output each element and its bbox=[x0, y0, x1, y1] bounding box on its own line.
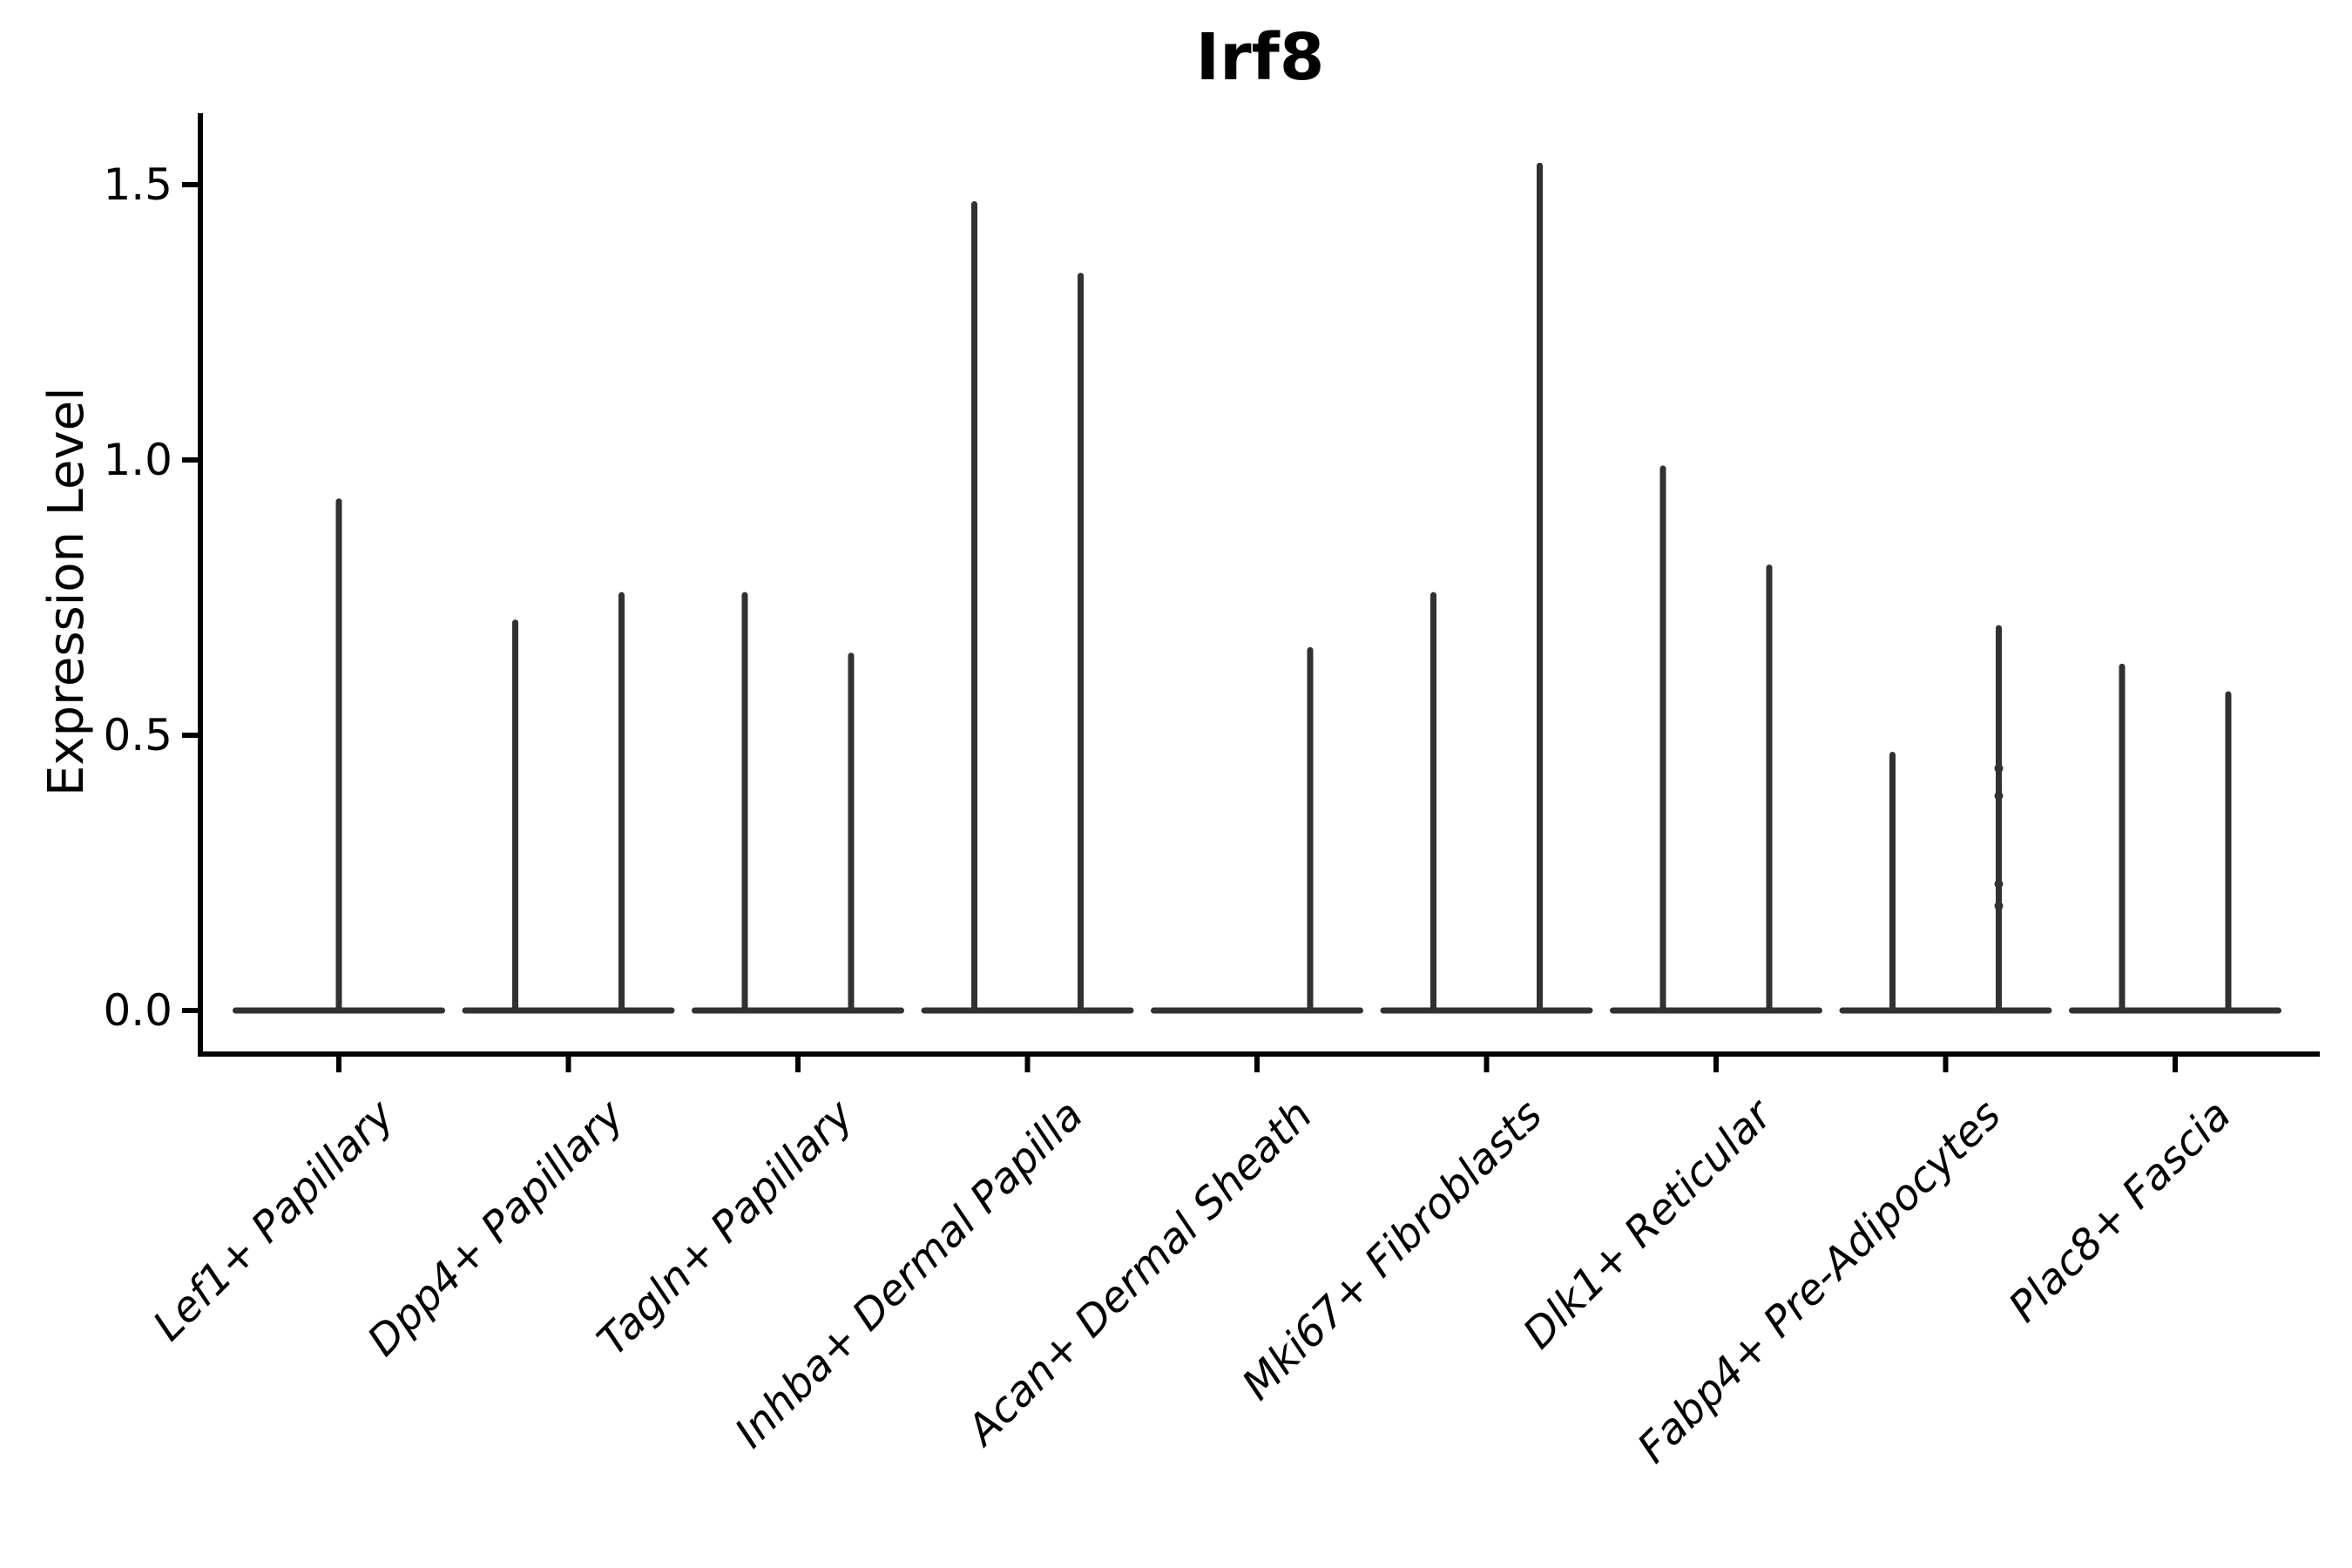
violin-spike bbox=[1430, 591, 1436, 1014]
y-tick-label: 1.5 bbox=[103, 159, 172, 210]
violin-point bbox=[1994, 879, 2004, 889]
violin-spike bbox=[1307, 646, 1314, 1014]
violin-spike bbox=[512, 619, 518, 1014]
violin-spike bbox=[1996, 625, 2002, 1014]
plot-title: Irf8 bbox=[1195, 20, 1325, 95]
violin-spike bbox=[1766, 564, 1773, 1014]
x-tick-mark bbox=[565, 1057, 571, 1072]
violin-baseline bbox=[921, 1007, 1134, 1014]
violin-baseline bbox=[1610, 1007, 1822, 1014]
x-tick-mark bbox=[336, 1057, 341, 1072]
violin-baseline bbox=[2069, 1007, 2281, 1014]
violin-spike bbox=[1537, 162, 1543, 1014]
violin-point bbox=[1994, 763, 2004, 773]
y-tick-label: 1.0 bbox=[103, 435, 172, 485]
x-axis-spine bbox=[198, 1051, 2320, 1057]
violin-spike bbox=[1078, 273, 1084, 1014]
x-tick-mark bbox=[1713, 1057, 1719, 1072]
violin-spike bbox=[618, 591, 625, 1014]
violin-spike bbox=[335, 498, 342, 1014]
y-tick-mark bbox=[182, 457, 198, 463]
violin-baseline bbox=[692, 1007, 904, 1014]
violin-spike bbox=[2119, 663, 2126, 1014]
violin-spike bbox=[1659, 465, 1666, 1014]
violin-point bbox=[1994, 791, 2004, 801]
violin-baseline bbox=[1839, 1007, 2052, 1014]
y-tick-label: 0.0 bbox=[103, 985, 172, 1036]
violin-baseline bbox=[1380, 1007, 1593, 1014]
violin-spike bbox=[848, 652, 855, 1014]
violin-spike bbox=[971, 200, 977, 1014]
x-tick-mark bbox=[795, 1057, 801, 1072]
violin-baseline bbox=[1151, 1007, 1363, 1014]
y-tick-label: 0.5 bbox=[103, 710, 172, 760]
y-tick-mark bbox=[182, 182, 198, 187]
violin-point bbox=[1994, 901, 2004, 910]
x-tick-mark bbox=[1024, 1057, 1031, 1072]
violin-spike bbox=[2225, 691, 2232, 1014]
x-tick-mark bbox=[1484, 1057, 1490, 1072]
x-tick-mark bbox=[1254, 1057, 1260, 1072]
violin-spike bbox=[1889, 751, 1896, 1014]
x-tick-mark bbox=[2173, 1057, 2178, 1072]
violin-spike bbox=[741, 591, 748, 1014]
y-tick-mark bbox=[182, 733, 198, 738]
violin-baseline bbox=[462, 1007, 675, 1014]
y-axis-spine bbox=[198, 113, 203, 1057]
x-tick-mark bbox=[1943, 1057, 1949, 1072]
y-tick-mark bbox=[182, 1008, 198, 1013]
